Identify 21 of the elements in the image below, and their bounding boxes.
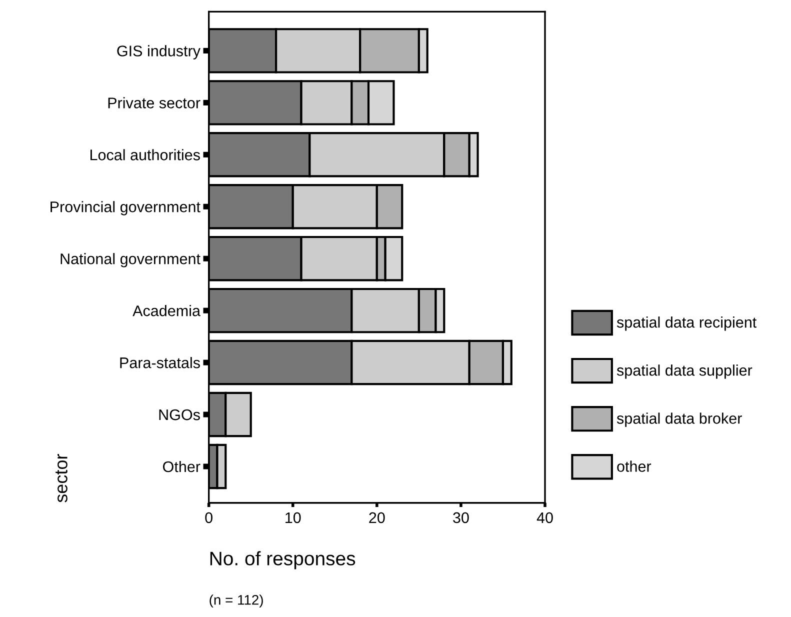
- x-tick-label: 20: [369, 512, 385, 524]
- y-axis-title: sector: [56, 454, 68, 502]
- legend-label: spatial data supplier: [616, 364, 752, 379]
- x-tick-label: 0: [205, 512, 212, 524]
- x-tick-label: 30: [453, 512, 469, 524]
- y-tick-label: National government: [60, 253, 200, 268]
- y-tick-label: Para-statals: [120, 356, 200, 368]
- y-tick-label: Private sector: [108, 97, 200, 108]
- text: (n = 112): [210, 594, 263, 608]
- x-axis-title: No. of responses: [210, 551, 356, 570]
- x-tick-label: 40: [536, 512, 553, 524]
- legend-label: spatial data broker: [616, 412, 742, 427]
- y-tick-label: Local authorities: [90, 149, 200, 160]
- legend-label: other: [617, 460, 652, 472]
- x-tick-label: 10: [286, 512, 301, 524]
- y-tick-label: Other: [163, 460, 200, 472]
- y-tick-label: GIS industry: [117, 45, 200, 60]
- y-tick-label: NGOs: [159, 409, 200, 420]
- legend-label: spatial data recipient: [616, 316, 757, 331]
- y-tick-label: Provincial government: [50, 201, 200, 216]
- y-tick-label: Academia: [132, 305, 200, 316]
